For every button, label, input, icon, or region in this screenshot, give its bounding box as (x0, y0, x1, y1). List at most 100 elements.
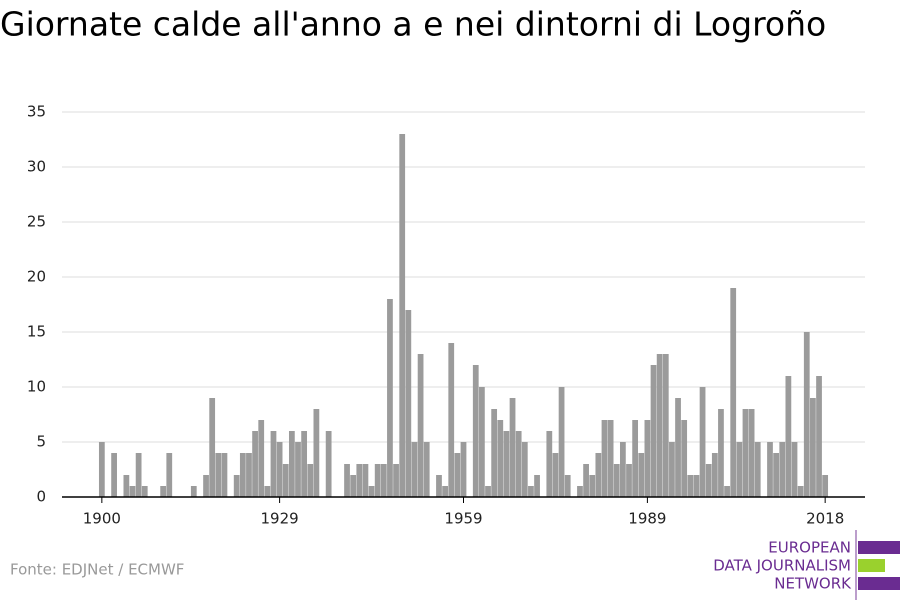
bar (111, 453, 117, 497)
y-tick-label: 30 (27, 158, 46, 176)
bar (252, 431, 258, 497)
bar (687, 475, 694, 497)
bar (295, 442, 301, 497)
bar (552, 453, 559, 497)
bar (221, 453, 228, 497)
logo-bar (858, 559, 885, 572)
bar (503, 431, 510, 497)
bar (705, 464, 712, 497)
bar (644, 420, 651, 497)
bar (233, 475, 240, 497)
bar (123, 475, 130, 497)
bar (785, 376, 792, 497)
bar (166, 453, 173, 497)
bar (632, 420, 639, 497)
bar (399, 134, 406, 497)
bar (270, 431, 277, 497)
bar (515, 431, 522, 497)
bar (754, 442, 761, 497)
bar (368, 486, 375, 497)
y-tick-label: 15 (27, 323, 46, 341)
bar (423, 442, 430, 497)
bar (411, 442, 418, 497)
source: Fonte: EDJNet / ECMWF (10, 561, 184, 579)
bar (730, 288, 737, 497)
y-tick-label: 5 (36, 433, 46, 451)
bar (485, 486, 491, 497)
logo-text: NETWORK (774, 575, 852, 593)
bar (356, 464, 363, 497)
bar (135, 453, 142, 497)
bar (442, 486, 448, 497)
logo-bar (858, 577, 900, 590)
bar (601, 420, 608, 497)
x-tick-label: 2018 (806, 510, 844, 528)
y-tick-label: 25 (27, 213, 46, 231)
bar (203, 475, 209, 497)
bar (393, 464, 399, 497)
bar (497, 420, 504, 497)
bar (246, 453, 252, 497)
bar (190, 486, 197, 497)
bar (816, 376, 822, 497)
bar (264, 486, 271, 497)
bar (558, 387, 565, 497)
bar (810, 398, 816, 497)
bar (589, 475, 596, 497)
bar (215, 453, 222, 497)
bar (619, 442, 626, 497)
bar (699, 387, 706, 497)
bar (607, 420, 614, 497)
bar (282, 464, 289, 497)
bar (626, 464, 632, 497)
bar (638, 453, 645, 497)
y-tick-label: 20 (27, 268, 46, 286)
bar (803, 332, 810, 497)
bar (773, 453, 779, 497)
logo-text: EUROPEAN (768, 539, 851, 557)
bar (822, 475, 829, 497)
bar (472, 365, 479, 497)
x-tick-label: 1959 (444, 510, 482, 528)
bar (276, 442, 283, 497)
bar (662, 354, 669, 497)
bar (583, 464, 589, 497)
bar (454, 453, 461, 497)
bar (767, 442, 773, 497)
bar (797, 486, 804, 497)
bar (209, 398, 216, 497)
bar (258, 420, 265, 497)
x-tick-label: 1929 (261, 510, 299, 528)
bar (448, 343, 455, 497)
bar (436, 475, 442, 497)
bar (239, 453, 246, 497)
bar (675, 398, 681, 497)
y-tick-label: 10 (27, 378, 46, 396)
bar (380, 464, 387, 497)
logo-bar (858, 541, 900, 554)
bar (669, 442, 675, 497)
bar (546, 431, 553, 497)
bar (387, 299, 393, 497)
bar (301, 431, 308, 497)
bar (307, 464, 314, 497)
logo-text: DATA JOURNALISM (713, 557, 851, 575)
bar (656, 354, 663, 497)
x-tick-label: 1900 (83, 510, 121, 528)
chart-title: Giornate calde all'anno a e nei dintorni… (0, 5, 826, 44)
bar (160, 486, 167, 497)
bar (791, 442, 798, 497)
bar (577, 486, 583, 497)
bar (528, 486, 534, 497)
y-tick-label: 0 (36, 488, 46, 506)
bar (344, 464, 350, 497)
bar (129, 486, 136, 497)
bar (460, 442, 467, 497)
bar (736, 442, 743, 497)
bar (98, 442, 105, 497)
bar (693, 475, 700, 497)
bar (374, 464, 381, 497)
bar (681, 420, 688, 497)
bar (595, 453, 602, 497)
